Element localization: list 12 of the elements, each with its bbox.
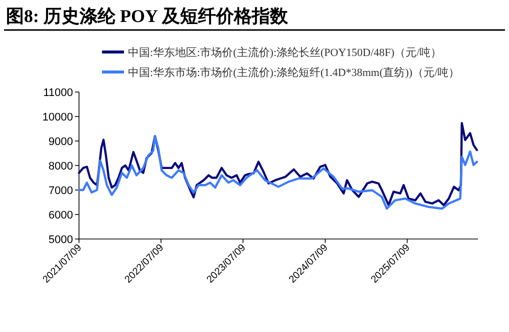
y-tick-label: 6000	[48, 210, 73, 222]
y-tick-label: 7000	[48, 185, 73, 197]
y-tick-label: 8000	[48, 160, 73, 172]
legend-label: 中国:华东市场:市场价(主流价):涤纶短纤(1.4D*38mm(直纺))（元/吨）	[128, 66, 460, 79]
line-series	[78, 122, 478, 206]
y-tick-label: 10000	[42, 112, 73, 124]
legend-label: 中国:华东地区:市场价(主流价):涤纶长丝(POY150D/48F)（元/吨）	[128, 46, 442, 59]
y-tick-label: 9000	[48, 136, 73, 148]
y-tick-label: 11000	[43, 87, 73, 99]
line-series	[78, 135, 478, 210]
chart-title: 图8: 历史涤纶 POY 及短纤价格指数	[6, 6, 289, 26]
y-tick-label: 5000	[48, 234, 73, 246]
